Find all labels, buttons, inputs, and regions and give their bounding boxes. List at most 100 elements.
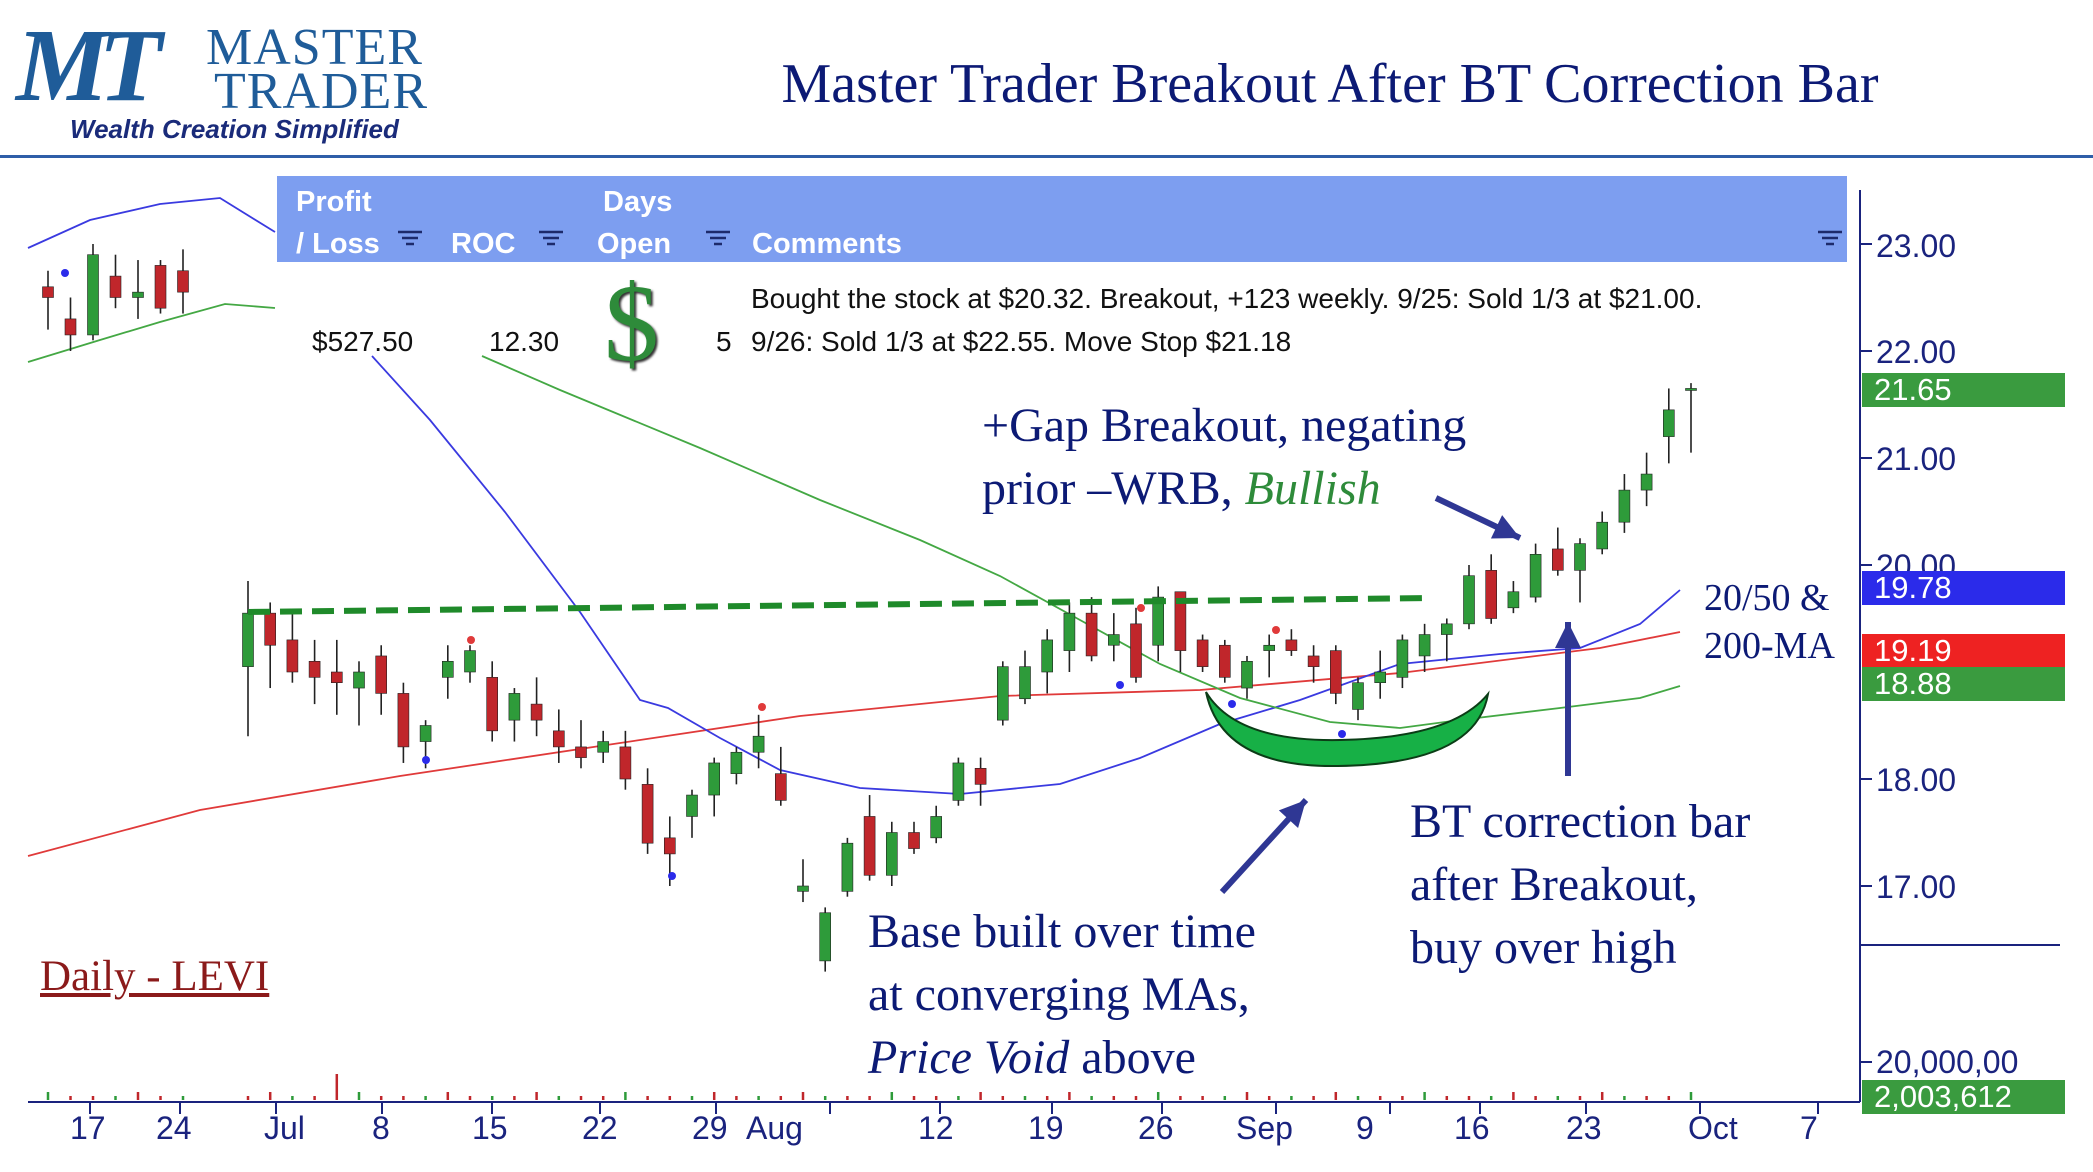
x-tick: 17: [70, 1110, 106, 1146]
candle-body: [575, 746, 587, 758]
volume-badge: 2,003,612: [1862, 1080, 2065, 1114]
annotation-line: +Gap Breakout, negating: [982, 399, 1467, 452]
candle-body: [1485, 570, 1497, 619]
col-roc: ROC: [451, 228, 516, 260]
candle-body: [819, 912, 832, 962]
col-profit-line1: Profit: [296, 186, 372, 218]
candle-body: [1574, 543, 1586, 571]
ma50-line: [481, 355, 1681, 729]
candle-body: [1019, 666, 1031, 700]
candle-body: [264, 612, 277, 646]
annotation-text: above: [1069, 1031, 1196, 1084]
cell-comment-line1: Bought the stock at $20.32. Breakout, +1…: [751, 283, 1703, 314]
candle-body: [286, 639, 299, 673]
candle-body: [1263, 644, 1275, 651]
candle-body: [663, 837, 676, 855]
candle-body: [1130, 623, 1142, 678]
resistance-line: [247, 595, 1429, 615]
candle-body: [1507, 591, 1520, 609]
annotation-line: at converging MAs,: [868, 968, 1250, 1021]
candle-body: [1330, 650, 1342, 694]
candle-body: [1685, 388, 1697, 391]
filter-icon[interactable]: [397, 230, 423, 246]
candle-body: [908, 832, 920, 849]
candle-body: [154, 265, 167, 309]
annotation-line: BT correction bar: [1410, 795, 1751, 848]
high-marker: [467, 636, 475, 644]
low-marker: [61, 269, 69, 277]
ma20-badge: 19.78: [1862, 571, 2065, 605]
title-divider: [0, 155, 2093, 158]
x-tick: Aug: [746, 1110, 803, 1146]
candle-body: [1241, 660, 1253, 689]
y-tick: 22.00: [1876, 334, 1957, 370]
arrow-gap-head: [1490, 515, 1520, 539]
candle-body: [708, 762, 721, 796]
y-tick: 23.00: [1876, 228, 1957, 264]
filter-icon[interactable]: [705, 230, 731, 246]
annotation-line: buy over high: [1410, 921, 1677, 974]
cell-roc: 12.30: [489, 326, 560, 357]
candle-body: [1441, 623, 1453, 635]
ma50-line: [27, 303, 276, 363]
candle-body: [375, 655, 388, 694]
annotation-line: 200-MA: [1704, 625, 1835, 667]
candle-body: [1108, 634, 1120, 646]
candle-body: [952, 762, 965, 801]
high-marker: [758, 703, 766, 711]
x-tick: 7: [1800, 1110, 1818, 1146]
y-tick: 17.00: [1876, 869, 1957, 905]
candle-body: [1174, 591, 1187, 651]
low-marker: [1116, 681, 1124, 689]
x-tick: 24: [156, 1110, 192, 1146]
candle-body: [885, 832, 898, 876]
logo-tagline: Wealth Creation Simplified: [70, 114, 399, 144]
candle-body: [686, 794, 698, 817]
candle-body: [641, 784, 654, 844]
x-tick: 29: [692, 1110, 728, 1146]
candle-body: [353, 671, 365, 689]
candle-body: [797, 885, 809, 892]
cell-comment-line2: 9/26: Sold 1/3 at $22.55. Move Stop $21.…: [751, 326, 1292, 357]
candle-body: [974, 767, 987, 785]
low-marker: [668, 872, 676, 880]
candle-body: [441, 660, 454, 678]
candle-body: [242, 612, 254, 667]
x-tick: 15: [472, 1110, 508, 1146]
candle-body: [1552, 548, 1564, 571]
y-tick: 18.00: [1876, 762, 1957, 798]
cell-days: 5: [716, 326, 732, 357]
logo-mark: MT: [16, 8, 162, 123]
candle-body: [1396, 639, 1409, 678]
col-comments: Comments: [752, 228, 902, 260]
x-tick: 12: [918, 1110, 954, 1146]
position-table-header: Profit / Loss ROC Days Open Comments: [277, 176, 1847, 262]
filter-icon[interactable]: [538, 230, 564, 246]
arrow-bt-head: [1555, 622, 1581, 648]
candle-body: [1463, 575, 1475, 625]
chart-symbol-label: Daily - LEVI: [40, 953, 270, 1000]
candle-body: [530, 703, 543, 721]
candle-body: [109, 275, 122, 298]
col-profit-line2: / Loss: [296, 228, 380, 260]
candle-body: [64, 318, 77, 336]
annotation-line: Price Void above: [868, 1026, 1256, 1089]
candle-body: [863, 816, 876, 876]
candle-body: [841, 842, 854, 892]
candle-body: [774, 773, 787, 801]
candle-body: [1352, 682, 1364, 710]
filter-icon[interactable]: [1817, 230, 1843, 246]
x-tick: Sep: [1236, 1110, 1293, 1146]
candle-body: [1041, 639, 1053, 673]
candle-body: [87, 254, 99, 336]
x-tick: Jul: [264, 1110, 305, 1146]
candle-body: [397, 693, 410, 748]
close-price-badge: 21.65: [1862, 373, 2065, 407]
cell-profit: $527.50: [312, 326, 414, 357]
annotation-base: Base built over time at converging MAs, …: [868, 900, 1256, 1089]
candle-body: [308, 660, 321, 678]
candle-body: [464, 650, 476, 673]
candle-body: [486, 677, 499, 732]
candle-body: [930, 816, 943, 839]
annotation-price-void: Price Void: [868, 1031, 1070, 1084]
